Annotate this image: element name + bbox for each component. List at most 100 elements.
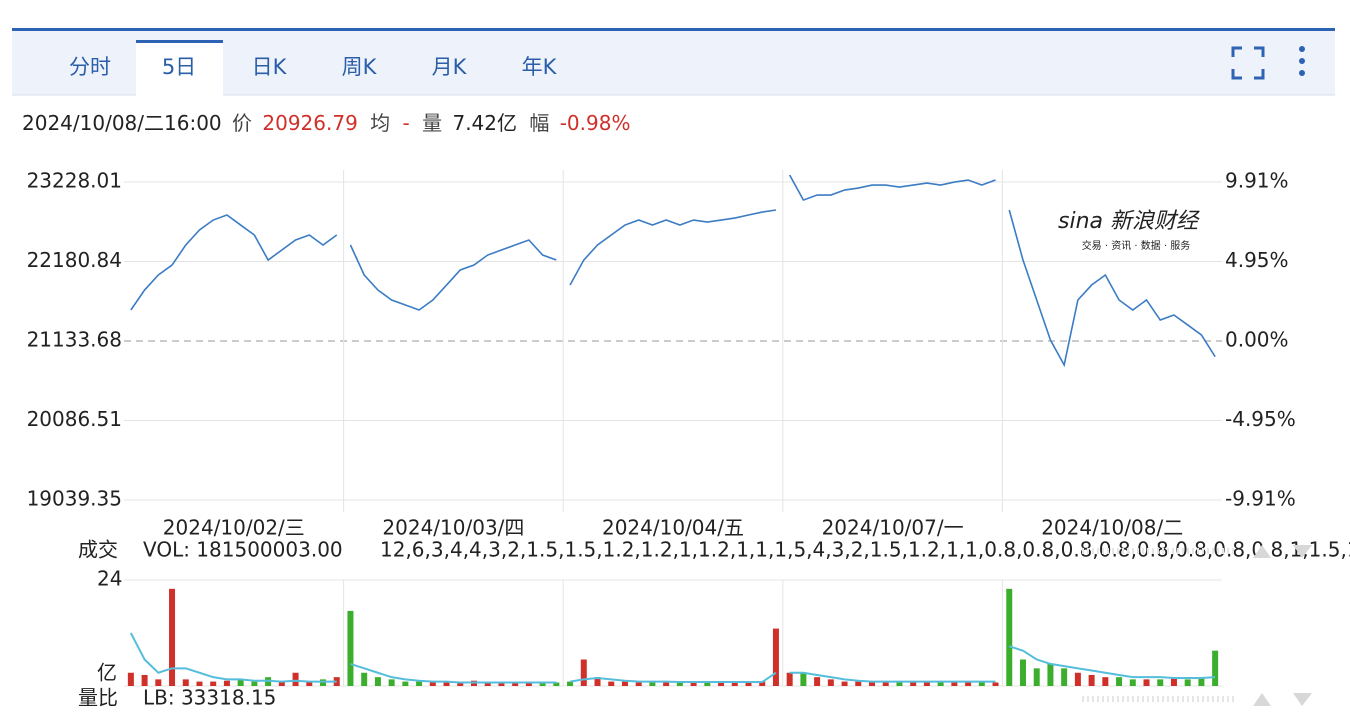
price-line	[569, 209, 777, 286]
volume-bar	[1184, 679, 1191, 686]
volume-bar	[800, 672, 807, 686]
y2-tick-label: 9.91%	[1225, 169, 1289, 193]
volume-bar	[1157, 679, 1164, 686]
volume-bar	[704, 682, 711, 686]
info-vol-label: 量	[422, 111, 442, 135]
volume-bar	[169, 588, 176, 686]
arrow-up[interactable]	[1253, 693, 1271, 706]
fullscreen-icon[interactable]	[1231, 46, 1265, 80]
price-line	[130, 214, 338, 311]
x-tick-label: 2024/10/03/四	[382, 516, 524, 540]
info-line: 2024/10/08/二16:00 价 20926.79 均 - 量 7.42亿…	[22, 111, 630, 135]
x-tick-label: 2024/10/02/三	[163, 516, 305, 540]
info-change: -0.98%	[560, 111, 631, 135]
volume-bar	[608, 681, 615, 686]
volume-bar	[402, 681, 409, 686]
volume-bar	[210, 681, 217, 686]
y-tick-label: 23228.01	[27, 169, 122, 193]
scroll-arrows[interactable]	[1253, 545, 1312, 706]
volume-bar	[1006, 588, 1013, 686]
volume-bar	[1074, 672, 1081, 686]
volume-bar	[855, 681, 862, 686]
volume-bar	[512, 681, 519, 686]
volume-bar	[649, 682, 656, 686]
arrow-down[interactable]	[1293, 693, 1312, 706]
y-tick-label: 22180.84	[27, 248, 122, 272]
y2-tick-label: 4.95%	[1225, 248, 1289, 272]
volume-bar	[196, 681, 203, 686]
price-line	[349, 239, 557, 311]
volume-bar	[553, 682, 560, 686]
volume-bar	[1088, 674, 1095, 686]
volume-bar	[223, 680, 230, 686]
volume-bar	[182, 679, 189, 686]
dot[interactable]	[1299, 46, 1305, 52]
tab[interactable]: 5日	[162, 55, 196, 79]
ma10-line	[129, 632, 337, 683]
volume-bar	[347, 610, 354, 686]
more-icon[interactable]	[1299, 46, 1305, 76]
volume-bar	[292, 672, 299, 686]
volume-bar	[374, 677, 381, 686]
volume-bar	[416, 681, 423, 686]
volume-bar	[1033, 668, 1040, 686]
volume-bar	[320, 679, 327, 686]
volume-bar	[937, 682, 944, 686]
active-tab-top[interactable]	[136, 40, 223, 43]
volume-bar	[525, 682, 532, 686]
info-vol: 7.42亿	[452, 111, 517, 135]
vol-unit: 亿	[97, 661, 117, 685]
info-avg-label: 均	[370, 111, 390, 135]
tab[interactable]: 周K	[342, 55, 378, 79]
info-price: 20926.79	[262, 111, 357, 135]
volume-bar	[457, 681, 464, 686]
vol-value: VOL: 181500003.00	[143, 538, 343, 562]
tab[interactable]: 分时	[69, 55, 111, 79]
volume-bar	[484, 682, 491, 686]
info-price-label: 价	[232, 111, 252, 135]
tab[interactable]: 日K	[252, 55, 288, 79]
volume-bar	[539, 681, 546, 686]
tab[interactable]: 年K	[522, 55, 558, 79]
volume-bar	[1212, 650, 1219, 686]
ma10-line	[350, 662, 557, 684]
y-tick-label: 21133.68	[27, 328, 122, 352]
info-change-label: 幅	[529, 111, 549, 135]
volume-bar	[388, 679, 395, 686]
volume-bar	[1116, 677, 1123, 686]
y2-tick-label: -4.95%	[1225, 407, 1296, 431]
arrow-down[interactable]	[1293, 545, 1312, 558]
volume-bar	[141, 674, 148, 686]
volume-bar	[869, 681, 876, 686]
volume-bar	[910, 682, 917, 686]
ma10-value: 12,6,3,4,4,3,2,1.5,1.5,1.2,1.2,1,1.2,1,1…	[380, 538, 1350, 562]
volume-bar	[1019, 659, 1026, 686]
x-tick-label: 2024/10/04/五	[602, 516, 744, 540]
ma10-line	[789, 671, 996, 683]
volume-bar	[676, 681, 683, 686]
top-border	[12, 28, 1335, 31]
dot[interactable]	[1299, 70, 1305, 76]
info-time: 2024/10/08/二16:00	[22, 111, 222, 135]
volume-bar	[429, 682, 436, 686]
volume-bar	[621, 681, 628, 686]
volume-bar	[1198, 677, 1205, 686]
active-tab[interactable]	[136, 40, 223, 96]
volume-bar	[251, 681, 258, 686]
volume-bar	[1170, 677, 1177, 686]
volume-bar	[992, 682, 999, 686]
volume-bar	[951, 681, 958, 686]
y2-tick-label: -9.91%	[1225, 487, 1296, 511]
volume-bar	[278, 681, 285, 686]
volume-bar	[814, 677, 821, 686]
ratio-title: 量比	[78, 686, 118, 710]
fullscreen-glyph[interactable]	[1231, 46, 1265, 80]
tab[interactable]: 月K	[432, 55, 468, 79]
arrow-up[interactable]	[1253, 545, 1271, 558]
x-tick-label: 2024/10/08/二	[1041, 516, 1183, 540]
volume-bar	[786, 672, 793, 686]
dot[interactable]	[1299, 58, 1305, 64]
volume-bar	[772, 628, 779, 686]
volume-bar	[1143, 679, 1150, 686]
ma10-line	[569, 671, 777, 684]
